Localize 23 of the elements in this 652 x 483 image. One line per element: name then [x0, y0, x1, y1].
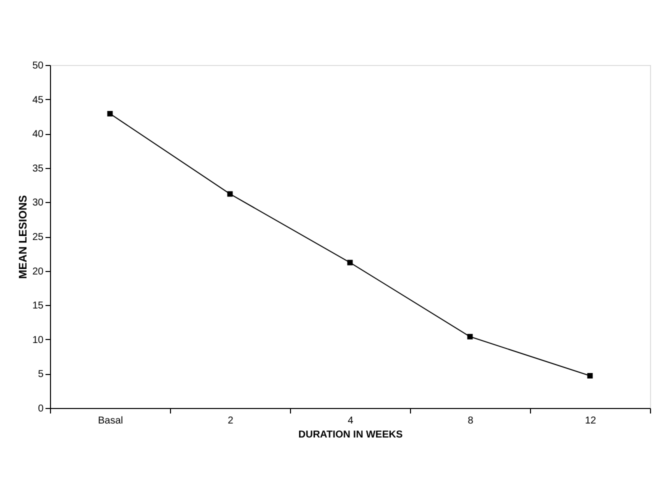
- y-tick-label: 30: [32, 198, 44, 209]
- x-tick-label: Basal: [98, 416, 124, 426]
- y-tick-label: 25: [32, 232, 44, 243]
- x-axis-title: DURATION IN WEEKS: [298, 430, 403, 440]
- x-tick-label: 2: [228, 416, 234, 426]
- point: [467, 334, 473, 340]
- y-axis-title: MEAN LESIONS: [17, 195, 30, 279]
- y-tick-label: 20: [32, 266, 44, 278]
- x-tick-label: 8: [468, 416, 474, 426]
- y-tick-label: 15: [32, 300, 44, 312]
- x-tick-label: 12: [584, 416, 596, 426]
- point: [587, 373, 593, 378]
- y-tick-label: 50: [32, 60, 44, 72]
- y-tick-label: 5: [38, 369, 44, 380]
- point: [107, 110, 113, 116]
- y-tick-label: 45: [32, 94, 44, 106]
- point: [227, 191, 233, 197]
- y-tick-label: 0: [38, 404, 44, 414]
- y-tick-label: 10: [32, 334, 44, 346]
- y-tick-label: 40: [32, 129, 44, 140]
- x-tick-label: 4: [348, 416, 354, 426]
- point: [347, 260, 353, 266]
- y-tick-label: 35: [32, 163, 44, 174]
